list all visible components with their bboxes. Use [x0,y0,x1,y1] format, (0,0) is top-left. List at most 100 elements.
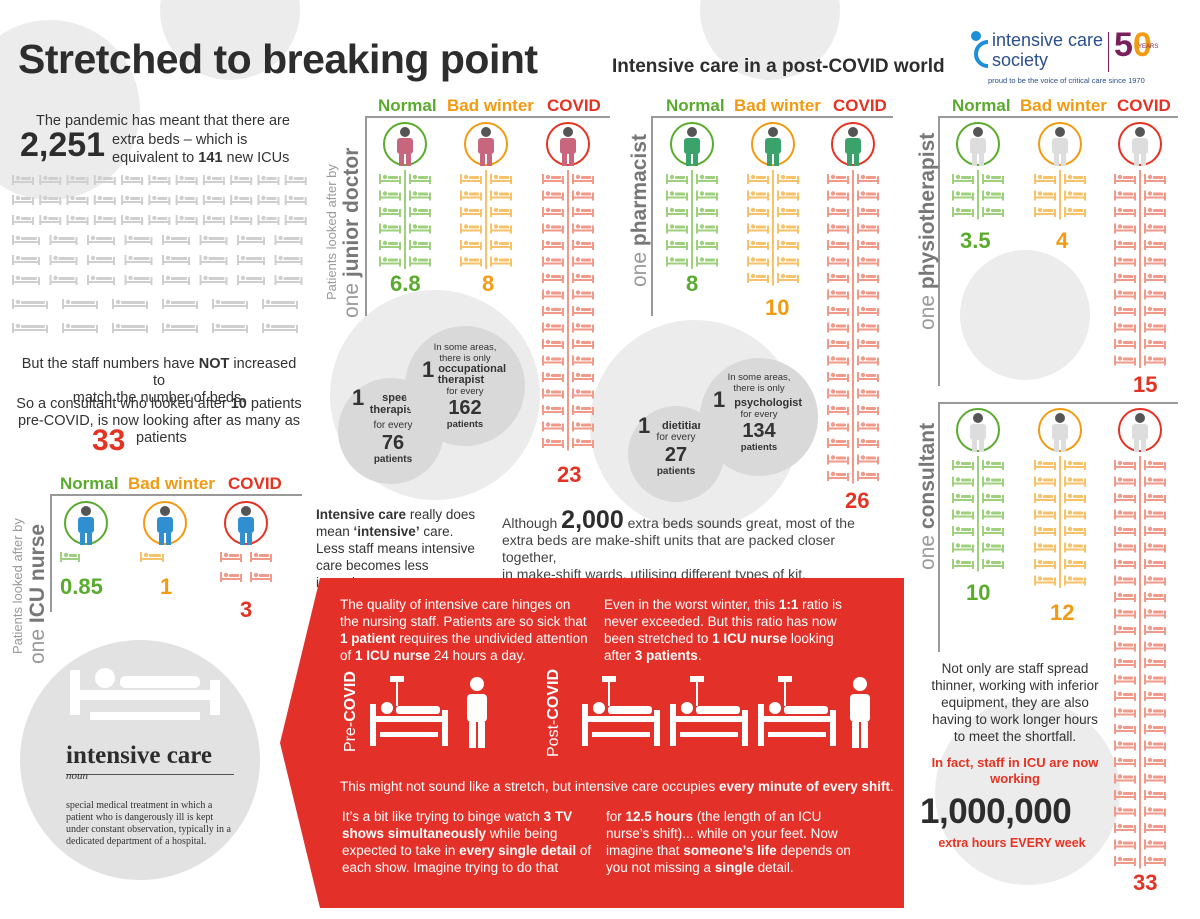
virus-decoration [0,20,140,200]
jd-axis-top [365,116,610,118]
definition-pos: noun [66,770,88,782]
panel-stretch: This might not sound like a stretch, but… [340,779,894,794]
red-panel [280,578,904,908]
bed-icon [12,255,40,265]
bed-column [952,456,1004,572]
nurse-axis-top [50,494,302,496]
intro-text-2: extra beds – which is equivalent to 141 … [112,132,290,166]
pt-normal-value: 3.5 [960,228,991,253]
co-axis-top [938,402,1178,404]
bed-icon [274,235,303,245]
bed-icon [12,195,34,205]
pt-normal-header: Normal [952,96,1011,115]
staff-icon [1118,408,1162,452]
co-normal-value: 10 [966,580,991,605]
bed-column [827,170,879,484]
panel-shift: for 12.5 hours (the length of an ICU nur… [606,809,851,875]
staff-text: But the staff numbers have NOT increased… [21,356,297,406]
pt-badwinter-value: 4 [1056,228,1069,253]
bed-icon [175,215,198,225]
co-covid-value: 33 [1133,870,1158,895]
bed-icon [121,215,144,225]
bed-icon [237,255,265,265]
bed-icon [112,299,148,309]
nurse-normal-header: Normal [60,474,119,493]
ph-covid-value: 26 [845,488,870,513]
definition-rule [66,774,234,775]
bed-icon [237,235,265,245]
bed-icon [62,299,98,309]
bed-icon [274,255,303,265]
bed-icon [87,255,115,265]
bed-icon [39,215,62,225]
ph-badwinter-header: Bad winter [734,96,821,115]
hours-staff-text: In fact, staff in ICU are now working [931,755,1099,786]
staff-icon [1038,122,1082,166]
bed-icon [49,255,78,265]
pt-covid-header: COVID [1117,96,1171,115]
bed-icon [12,175,34,185]
bed-icon [148,215,171,225]
psychologist-text: In some areas, there is only 1 psycholog… [713,372,803,453]
nurse-normal-value: 0.85 [60,574,103,599]
bed-column [1034,456,1086,588]
bed-icon [199,275,228,285]
nurse-icon [467,677,487,748]
bed-icon [257,175,280,185]
staff-icon [751,122,795,166]
hours-big-number: 1,000,000 [920,792,1072,831]
logo-50: 50 [1114,26,1152,64]
staff-icon [64,501,108,545]
co-axis-left [938,402,940,652]
ph-axis-top [651,116,893,118]
logo-years: YEARS [1138,44,1159,50]
psychologist-bubble [700,358,818,476]
big-33: 33 [92,424,126,457]
bed-icon [199,235,228,245]
staff-icon [1038,408,1082,452]
nurse-axis-left [50,494,52,612]
bed-column [1114,456,1166,869]
bed-icon [121,175,144,185]
bed-icon [262,299,298,309]
bed-icon [124,235,153,245]
bed-icon [202,215,225,225]
pre-covid-label: Pre-COVID [342,671,359,752]
virus-decoration [960,250,1090,380]
staff-icon [831,122,875,166]
ics-logo: intensive care society 50 YEARS proud to… [968,26,1168,90]
nurse-icon [850,677,870,748]
hours-per-week: extra hours EVERY week [938,836,1086,850]
hospital-bed-icon [370,676,448,746]
bed-icon [212,299,248,309]
bed-icon [12,215,34,225]
bed-icon [175,195,198,205]
bed-icon [39,195,62,205]
bed-icon [66,215,89,225]
bed-icon [230,175,253,185]
panel-paragraph-2: Even in the worst winter, this 1:1 ratio… [604,597,842,663]
bed-column [542,170,594,451]
hours-text: Not only are staff spread thinner, worki… [931,661,1099,744]
bed-column [1114,170,1166,368]
pt-badwinter-header: Bad winter [1020,96,1107,115]
bed-icon [66,195,89,205]
bed-icon [237,275,265,285]
bed-icon [202,175,225,185]
staff-icon [143,501,187,545]
nurse-beds [60,552,272,582]
bed-column [379,170,431,269]
bed-icon [212,323,248,333]
logo-line1: intensive care [992,30,1104,50]
bed-icon [257,215,280,225]
bed-icon [162,299,198,309]
bed-icon [62,323,98,333]
ph-covid-header: COVID [833,96,887,115]
pt-axis-left [938,116,940,386]
bed-icon [284,175,307,185]
bed-icon [93,215,116,225]
bed-icon [162,275,190,285]
consultant-text: So a consultant who looked after 10 pati… [16,396,302,429]
panel-binge: It’s a bit like trying to binge watch 3 … [342,809,592,875]
